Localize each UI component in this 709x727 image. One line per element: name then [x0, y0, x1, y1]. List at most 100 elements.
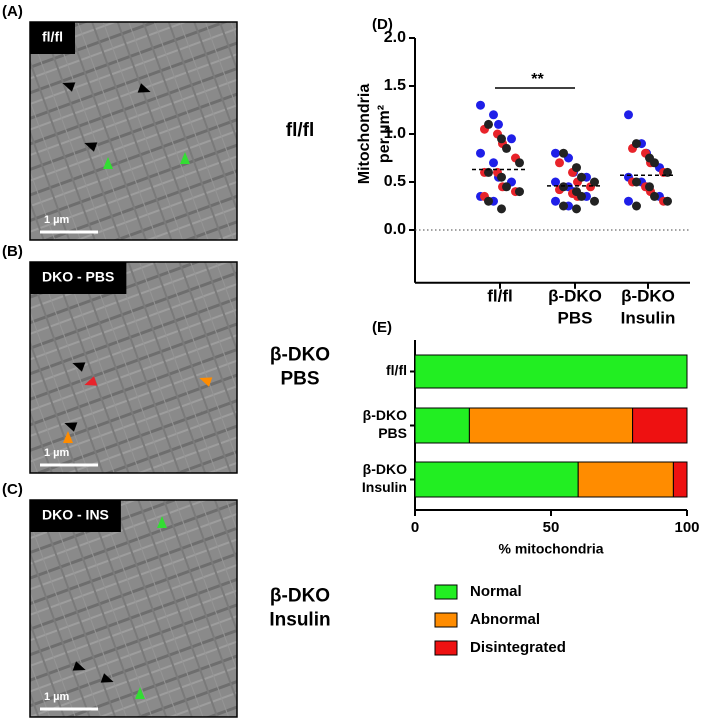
panel-label: (D): [372, 16, 393, 33]
legend-swatch: [434, 640, 458, 656]
y-tick-label: β-DKO: [363, 407, 407, 423]
data-point: [577, 172, 586, 182]
y-tick-label: 1.0: [384, 125, 406, 142]
panel-label: (A): [2, 3, 23, 20]
data-point: [497, 204, 506, 214]
legend-swatch: [434, 612, 458, 628]
bar-segment: [672, 461, 688, 498]
data-point: [502, 182, 511, 192]
data-point: [650, 158, 659, 168]
y-axis-title: per µm²: [376, 105, 393, 163]
data-point: [476, 100, 485, 110]
data-point: [551, 148, 560, 158]
arrowhead: [63, 431, 73, 443]
bar-segment: [414, 354, 688, 389]
data-point: [645, 182, 654, 192]
data-point: [489, 110, 498, 120]
data-point: [497, 172, 506, 182]
data-point: [502, 143, 511, 153]
x-tick-label: 100: [674, 519, 699, 536]
group-label: β-DKO: [270, 345, 330, 366]
data-point: [476, 148, 485, 158]
arrowhead: [157, 516, 167, 528]
data-point: [624, 196, 633, 206]
data-point: [590, 196, 599, 206]
bar-segment: [414, 407, 470, 444]
arrowhead: [135, 687, 145, 699]
arrowhead: [180, 152, 190, 164]
micrograph: [29, 21, 238, 241]
data-point: [632, 177, 641, 187]
scale-label: 1 µm: [44, 691, 70, 703]
bar-segment: [414, 461, 579, 498]
data-point: [515, 158, 524, 168]
data-point: [551, 177, 560, 187]
panel-label: (C): [2, 481, 23, 498]
data-point: [559, 148, 568, 158]
scale-label: 1 µm: [44, 214, 70, 226]
y-tick-label: 0.5: [384, 173, 406, 190]
panel-label: (E): [372, 319, 392, 336]
micrograph: [29, 499, 238, 718]
x-tick-label: PBS: [558, 308, 593, 327]
data-point: [632, 139, 641, 149]
y-tick-label: β-DKO: [363, 461, 407, 477]
group-label: β-DKO: [270, 586, 330, 607]
data-point: [507, 134, 516, 144]
arrowhead: [72, 362, 86, 372]
data-point: [559, 182, 568, 192]
group-label: PBS: [280, 369, 319, 390]
y-tick-label: Insulin: [362, 479, 407, 495]
group-label: Insulin: [269, 610, 330, 631]
data-point: [484, 196, 493, 206]
data-point: [624, 110, 633, 120]
y-tick-label: 0.0: [384, 221, 406, 238]
y-tick-label: fl/fl: [386, 362, 407, 378]
legend-label: Normal: [470, 583, 522, 600]
data-point: [489, 158, 498, 168]
data-point: [494, 119, 503, 129]
tag-box: [30, 22, 75, 54]
y-axis-title: Mitochondria: [356, 84, 373, 185]
tag-box: [30, 500, 121, 532]
data-point: [632, 201, 641, 211]
x-tick-label: 50: [543, 519, 560, 536]
x-tick-label: β-DKO: [621, 286, 675, 305]
y-tick-label: 2.0: [384, 29, 406, 46]
arrowhead: [62, 82, 76, 92]
x-tick-label: Insulin: [621, 308, 676, 327]
data-point: [650, 191, 659, 201]
data-point: [577, 191, 586, 201]
x-tick-label: fl/fl: [487, 286, 513, 305]
data-point: [663, 196, 672, 206]
data-point: [484, 119, 493, 129]
panel-label: (B): [2, 243, 23, 260]
micrograph-tag: DKO - PBS: [42, 269, 114, 285]
y-tick-label: 1.5: [384, 77, 406, 94]
group-label: fl/fl: [286, 120, 315, 141]
arrowhead: [137, 83, 151, 93]
bar-segment: [577, 461, 674, 498]
bar-segment: [632, 407, 688, 444]
tag-box: [30, 262, 127, 294]
data-point: [555, 158, 564, 168]
micrograph: [29, 261, 238, 474]
x-axis-title: % mitochondria: [498, 541, 603, 557]
arrowhead: [64, 422, 78, 432]
micrograph-tag: fl/fl: [42, 29, 63, 45]
arrowhead: [84, 376, 98, 386]
data-point: [551, 196, 560, 206]
data-point: [559, 201, 568, 211]
data-point: [572, 163, 581, 173]
data-point: [515, 187, 524, 197]
arrowhead: [100, 673, 114, 683]
data-point: [572, 204, 581, 214]
data-point: [497, 134, 506, 144]
legend-label: Disintegrated: [470, 639, 566, 656]
arrowhead: [199, 377, 213, 387]
arrowhead: [103, 157, 113, 169]
data-point: [590, 177, 599, 187]
legend-label: Abnormal: [470, 611, 540, 628]
significance-label: **: [531, 71, 544, 88]
